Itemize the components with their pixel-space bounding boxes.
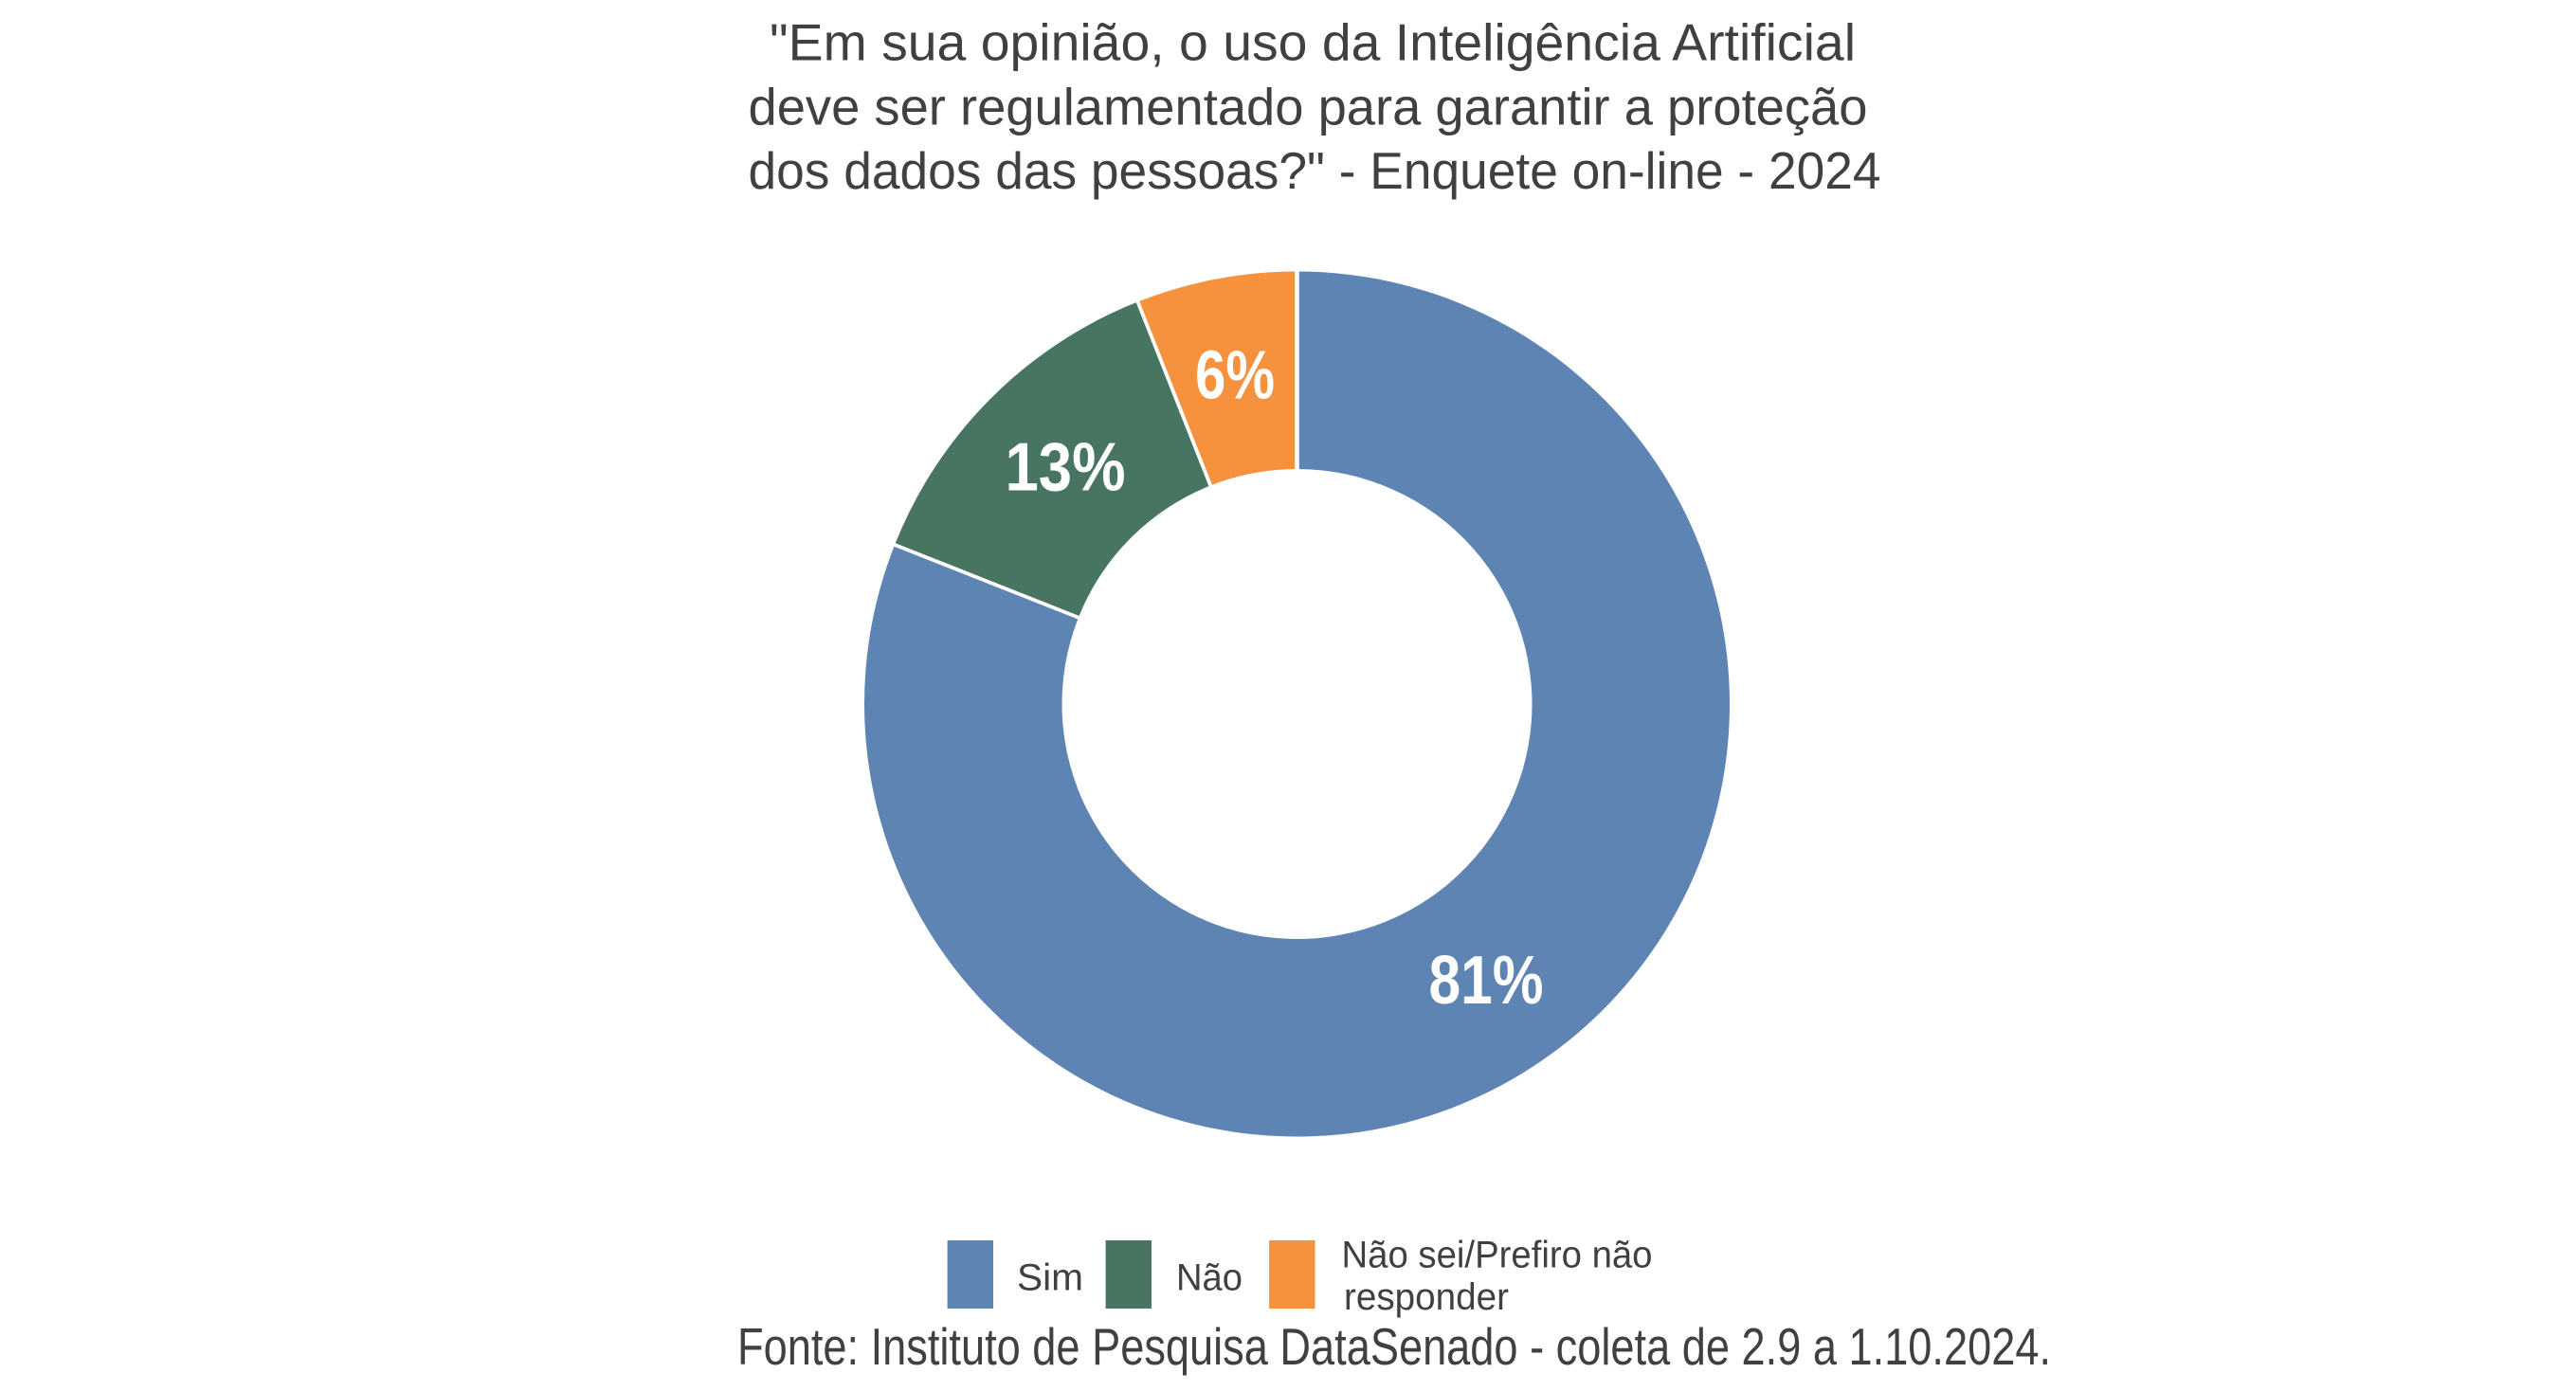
svg-text:responder: responder bbox=[1344, 1276, 1509, 1318]
svg-text:Sim: Sim bbox=[1017, 1256, 1083, 1298]
svg-text:81%: 81% bbox=[1429, 943, 1544, 1019]
svg-text:Não: Não bbox=[1176, 1256, 1243, 1298]
svg-text:13%: 13% bbox=[1006, 430, 1126, 506]
svg-text:Não sei/Prefiro não: Não sei/Prefiro não bbox=[1342, 1235, 1653, 1276]
svg-text:Fonte: Instituto de Pesquisa D: Fonte: Instituto de Pesquisa DataSenado … bbox=[737, 1318, 2051, 1376]
svg-text:"Em sua opinião, o uso da Inte: "Em sua opinião, o uso da Inteligência A… bbox=[770, 14, 1856, 72]
svg-text:dos dados das pessoas?" - Enqu: dos dados das pessoas?" - Enquete on-lin… bbox=[749, 142, 1881, 200]
svg-text:6%: 6% bbox=[1195, 338, 1275, 414]
svg-text:deve ser regulamentado para ga: deve ser regulamentado para garantir a p… bbox=[749, 79, 1868, 136]
